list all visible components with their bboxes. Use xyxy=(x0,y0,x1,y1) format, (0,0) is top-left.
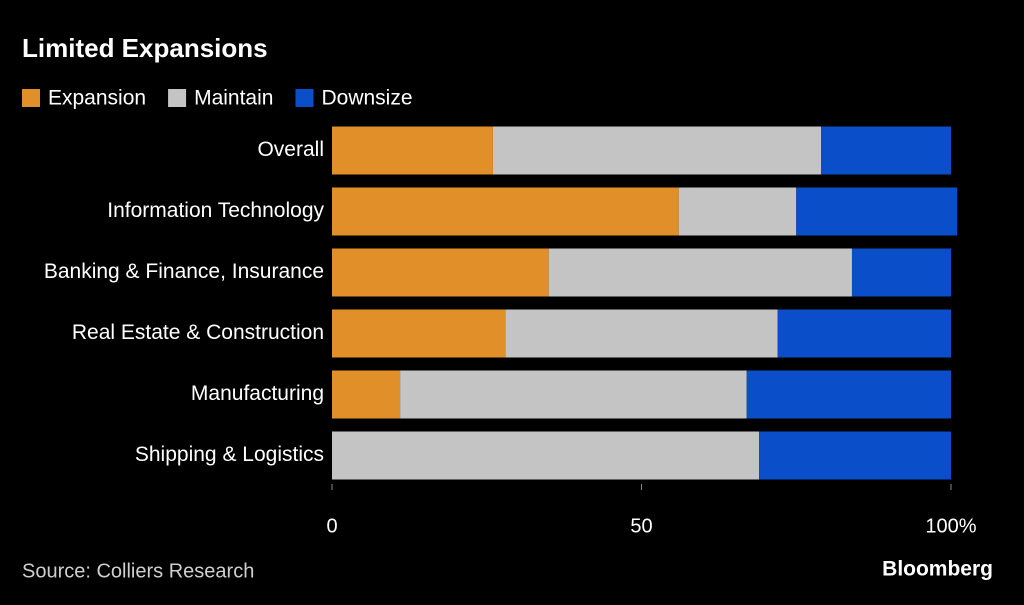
x-tick-label: 100% xyxy=(925,515,976,537)
source: Source: Colliers Research xyxy=(22,560,254,582)
bar-segment xyxy=(332,248,549,297)
bar-segment xyxy=(332,126,493,175)
y-tick-label: Real Estate & Construction xyxy=(72,321,324,344)
legend-label: Maintain xyxy=(194,87,273,110)
bar-segment xyxy=(332,187,679,236)
legend-swatch xyxy=(22,89,40,107)
x-tick-label: 0 xyxy=(326,515,337,537)
bar-segment xyxy=(505,309,778,358)
bar-segment xyxy=(777,309,951,358)
y-tick-label: Shipping & Logistics xyxy=(135,443,324,466)
bar-segment xyxy=(548,248,852,297)
bar-segment xyxy=(332,309,506,358)
bar-segment xyxy=(821,126,951,175)
legend-label: Expansion xyxy=(48,87,146,110)
bar-segment xyxy=(492,126,822,175)
legend-swatch xyxy=(295,89,314,107)
bar-segment xyxy=(851,248,951,297)
bar-segment xyxy=(759,431,951,480)
bar-segment xyxy=(400,370,747,419)
brand: Bloomberg xyxy=(882,558,993,581)
bar-segment xyxy=(796,187,958,236)
y-tick-label: Information Technology xyxy=(107,199,324,222)
bar-segment xyxy=(746,370,951,419)
bar-segment xyxy=(332,370,401,419)
x-tick-label: 50 xyxy=(630,515,652,537)
chart-title: Limited Expansions xyxy=(22,33,268,63)
legend-swatch xyxy=(168,89,187,107)
y-tick-label: Banking & Finance, Insurance xyxy=(44,260,324,283)
y-tick-label: Manufacturing xyxy=(191,382,324,405)
y-tick-label: Overall xyxy=(257,138,324,161)
bar-segment xyxy=(332,431,760,480)
legend-label: Downsize xyxy=(321,87,412,110)
bar-segment xyxy=(678,187,797,236)
